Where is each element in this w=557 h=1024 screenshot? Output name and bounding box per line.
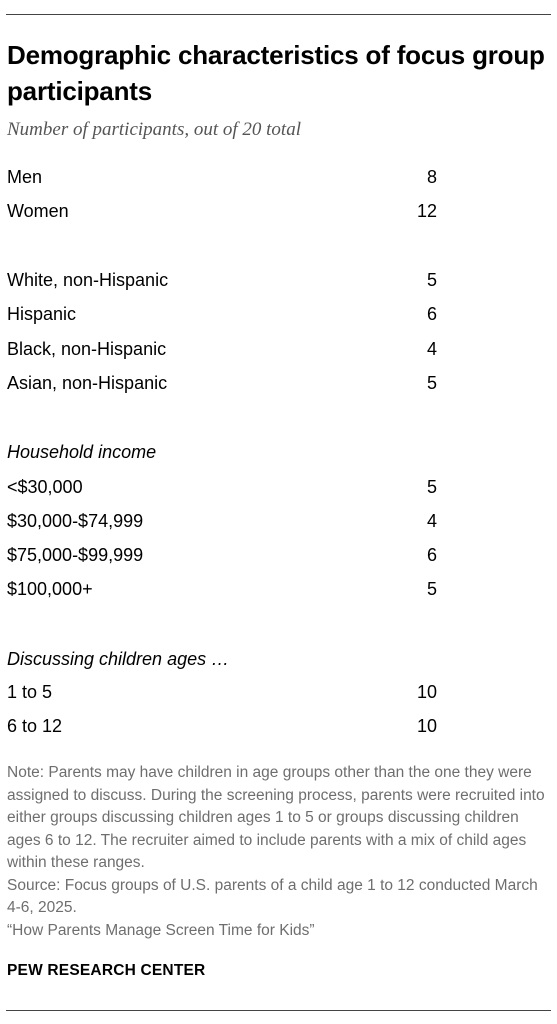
- report-title: “How Parents Manage Screen Time for Kids…: [7, 921, 315, 939]
- bottom-divider: [6, 1010, 551, 1011]
- row-label: Men: [7, 167, 43, 187]
- row-value: 10: [416, 682, 437, 702]
- row-value: 5: [426, 477, 437, 497]
- footnote: Note: Parents may have children in age g…: [7, 762, 552, 942]
- row-value: 5: [426, 270, 437, 290]
- row-label: White, non-Hispanic: [7, 270, 169, 290]
- table-row-black: Black, non-Hispanic 4: [7, 335, 437, 363]
- row-label: <$30,000: [7, 477, 83, 497]
- page-title: Demographic characteristics of focus gro…: [7, 40, 545, 106]
- row-label: Asian, non-Hispanic: [7, 373, 168, 393]
- row-value: 5: [426, 373, 437, 393]
- table-row-asian: Asian, non-Hispanic 5: [7, 369, 437, 397]
- subtitle: Number of participants, out of 20 total: [7, 119, 301, 140]
- table-row-men: Men 8: [7, 163, 437, 191]
- table-row-white: White, non-Hispanic 5: [7, 266, 437, 294]
- row-label: $75,000-$99,999: [7, 545, 144, 565]
- table-row-ages-1-5: 1 to 5 10: [7, 678, 437, 706]
- row-value: 6: [426, 545, 437, 565]
- row-label: 1 to 5: [7, 682, 53, 702]
- row-label: Black, non-Hispanic: [7, 339, 167, 359]
- table-row-ages-6-12: 6 to 12 10: [7, 712, 437, 740]
- table-row-income-30k-75k: $30,000-$74,999 4: [7, 507, 437, 535]
- source-text: Source: Focus groups of U.S. parents of …: [7, 876, 538, 917]
- top-divider: [6, 14, 551, 15]
- row-value: 4: [426, 339, 437, 359]
- row-value: 10: [416, 716, 437, 736]
- table-row-income-100k-plus: $100,000+ 5: [7, 575, 437, 603]
- row-label: Women: [7, 201, 69, 221]
- row-value: 5: [426, 579, 437, 599]
- org-logo-text: PEW RESEARCH CENTER: [7, 962, 206, 979]
- table-row-income-75k-100k: $75,000-$99,999 6: [7, 541, 437, 569]
- section-heading-ages: Discussing children ages …: [7, 649, 230, 669]
- row-label: $100,000+: [7, 579, 93, 599]
- note-text: Note: Parents may have children in age g…: [7, 764, 545, 871]
- row-label: Hispanic: [7, 304, 77, 324]
- row-value: 4: [426, 511, 437, 531]
- section-heading-income: Household income: [7, 442, 157, 462]
- table-row-income-under-30k: <$30,000 5: [7, 473, 437, 501]
- table-row-women: Women 12: [7, 197, 437, 225]
- row-label: $30,000-$74,999: [7, 511, 144, 531]
- row-value: 8: [426, 167, 437, 187]
- row-value: 12: [416, 201, 437, 221]
- row-label: 6 to 12: [7, 716, 63, 736]
- row-value: 6: [426, 304, 437, 324]
- table-row-hispanic: Hispanic 6: [7, 300, 437, 328]
